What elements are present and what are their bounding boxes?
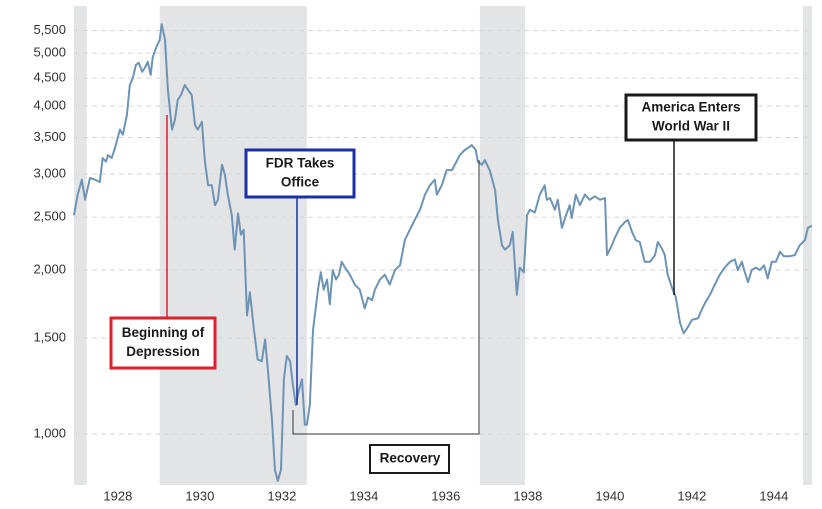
annotation-box <box>369 444 450 474</box>
x-tick-label: 1932 <box>267 488 296 503</box>
x-tick-label: 1936 <box>431 488 460 503</box>
y-tick-label: 1,000 <box>33 425 66 440</box>
y-tick-label: 3,000 <box>33 165 66 180</box>
annotation-box <box>244 148 356 199</box>
annotation: Beginning of Depression <box>109 115 217 370</box>
annotation-connector <box>292 160 480 435</box>
annotation-box <box>624 93 758 142</box>
y-tick-label: 2,000 <box>33 261 66 276</box>
x-tick-label: 1944 <box>759 488 788 503</box>
annotation-text: Recovery <box>380 451 441 466</box>
annotation-text: World War II <box>652 119 730 134</box>
x-tick-label: 1928 <box>103 488 132 503</box>
x-tick-label: 1930 <box>185 488 214 503</box>
x-tick-label: 1938 <box>513 488 542 503</box>
shaded-period <box>802 6 812 485</box>
y-tick-label: 3,500 <box>33 129 66 144</box>
annotation: America Enters World War II <box>624 93 758 295</box>
x-tick-label: 1942 <box>677 488 706 503</box>
annotation: FDR Takes Office <box>244 148 356 405</box>
annotation-text: Beginning of <box>122 325 205 340</box>
annotation-text: Office <box>281 175 320 190</box>
annotation-text: America Enters <box>641 100 740 115</box>
x-tick-label: 1934 <box>349 488 378 503</box>
annotation-text: Depression <box>126 344 200 359</box>
y-tick-label: 5,000 <box>33 45 66 60</box>
y-tick-label: 4,500 <box>33 70 66 85</box>
shaded-period <box>74 6 87 485</box>
annotation: Recovery <box>292 160 480 474</box>
y-tick-label: 1,500 <box>33 329 66 344</box>
annotation-text: FDR Takes <box>266 156 335 171</box>
y-tick-label: 5,500 <box>33 22 66 37</box>
y-tick-label: 4,000 <box>33 97 66 112</box>
x-tick-label: 1940 <box>595 488 624 503</box>
y-tick-label: 2,500 <box>33 209 66 224</box>
annotation-box <box>109 316 217 370</box>
